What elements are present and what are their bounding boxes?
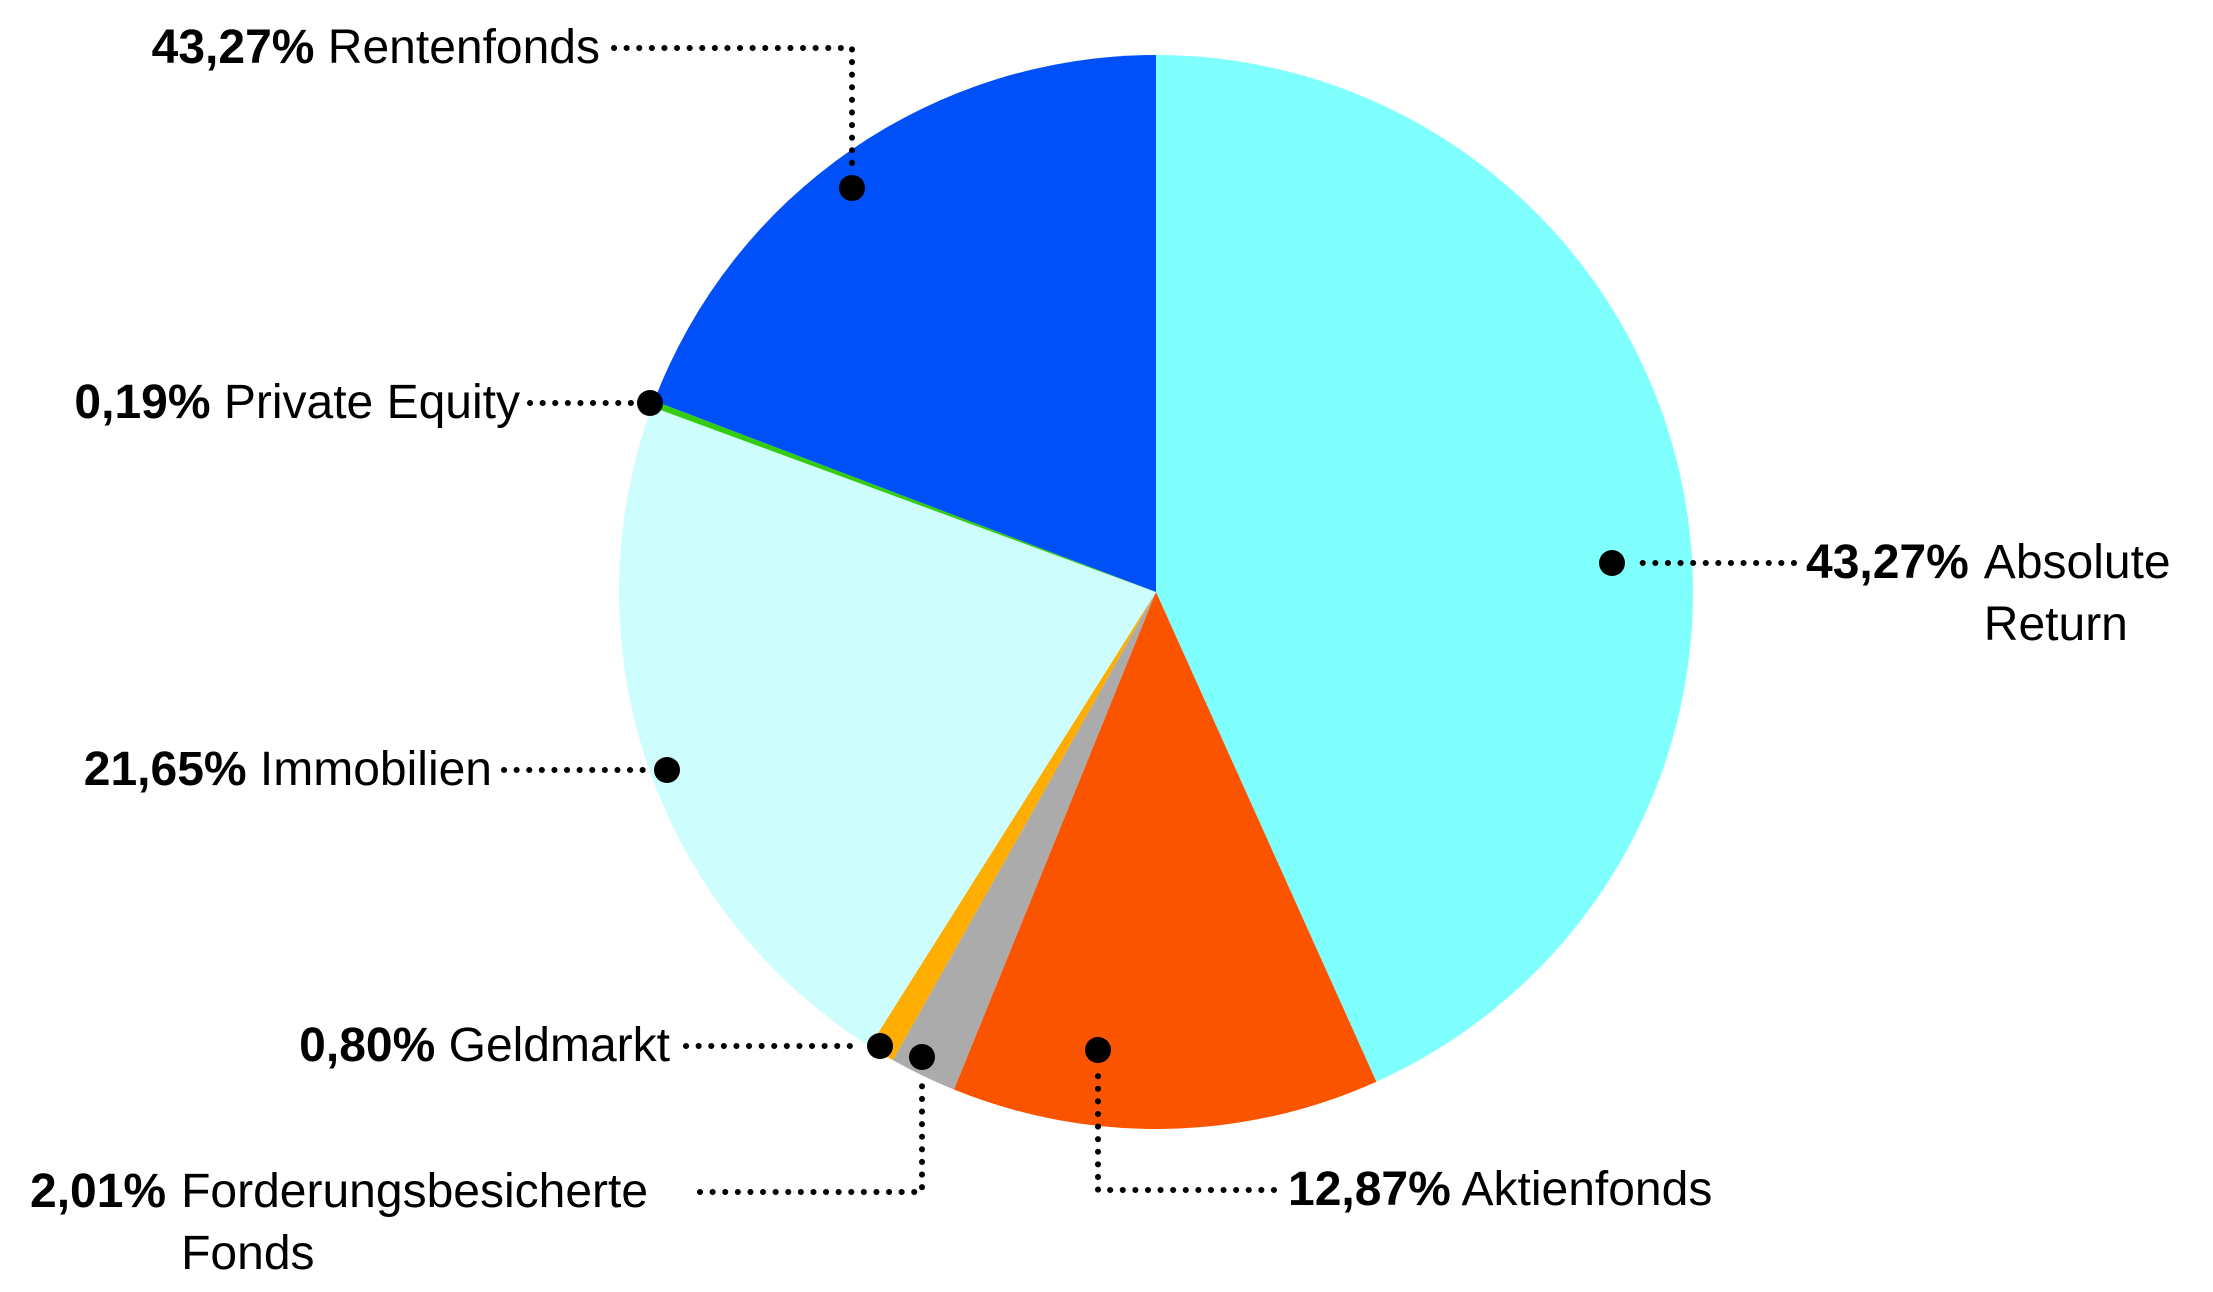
percent-aktienfonds: 12,87% — [1288, 1163, 1451, 1216]
name-private-equity: Private Equity — [223, 376, 520, 429]
name-immobilien: Immobilien — [259, 743, 492, 796]
percent-immobilien: 21,65% — [83, 743, 247, 796]
label-private-equity: 0,19% Private Equity — [0, 372, 520, 434]
label-rentenfonds: 43,27% Rentenfonds — [0, 17, 600, 79]
name-absolute-return: Absolute Return — [1983, 536, 2171, 651]
pie-slice-forderungsbesicherte-fonds — [892, 592, 1156, 1090]
pie-slice-private-equity — [651, 400, 1156, 592]
pie-slice-geldmarkt — [869, 592, 1156, 1061]
leader-dot-aktienfonds — [1085, 1037, 1111, 1063]
label-forderungsbesicherte-fonds: 2,01% Forderungsbesicherte Fonds — [30, 1161, 685, 1285]
leader-line-rentenfonds — [611, 45, 855, 171]
leader-dot-absolute-return — [1599, 550, 1625, 576]
label-aktienfonds: 12,87% Aktienfonds — [1288, 1159, 1712, 1221]
leader-line-aktienfonds — [1095, 1067, 1277, 1193]
name-geldmarkt: Geldmarkt — [448, 1019, 670, 1072]
leader-dot-geldmarkt — [867, 1033, 893, 1059]
percent-forderungsbesicherte-fonds: 2,01% — [30, 1165, 167, 1218]
percent-private-equity: 0,19% — [74, 376, 211, 429]
leader-line-forderungsbesicherte-fonds — [697, 1074, 925, 1195]
name-forderungsbesicherte-fonds: Forderungsbesicherte Fonds — [181, 1165, 649, 1280]
percent-geldmarkt: 0,80% — [299, 1019, 436, 1072]
percent-rentenfonds: 43,27% — [151, 21, 315, 74]
leader-dot-forderungsbesicherte-fonds — [909, 1044, 935, 1070]
label-immobilien: 21,65% Immobilien — [0, 739, 492, 801]
label-geldmarkt: 0,80% Geldmarkt — [0, 1015, 670, 1077]
pie-slice-rentenfonds — [654, 55, 1156, 592]
pie-slice-immobilien — [619, 406, 1156, 1047]
leader-dot-rentenfonds — [839, 175, 865, 201]
label-absolute-return: 43,27% Absolute Return — [1806, 532, 2199, 656]
percent-absolute-return: 43,27% — [1806, 536, 1969, 589]
leader-dot-private-equity — [637, 390, 663, 416]
leader-dot-immobilien — [654, 757, 680, 783]
pie-slice-aktienfonds — [953, 592, 1377, 1129]
pie-slice-absolute-return — [1156, 55, 1693, 1082]
name-aktienfonds: Aktienfonds — [1461, 1163, 1713, 1216]
name-rentenfonds: Rentenfonds — [327, 21, 600, 74]
